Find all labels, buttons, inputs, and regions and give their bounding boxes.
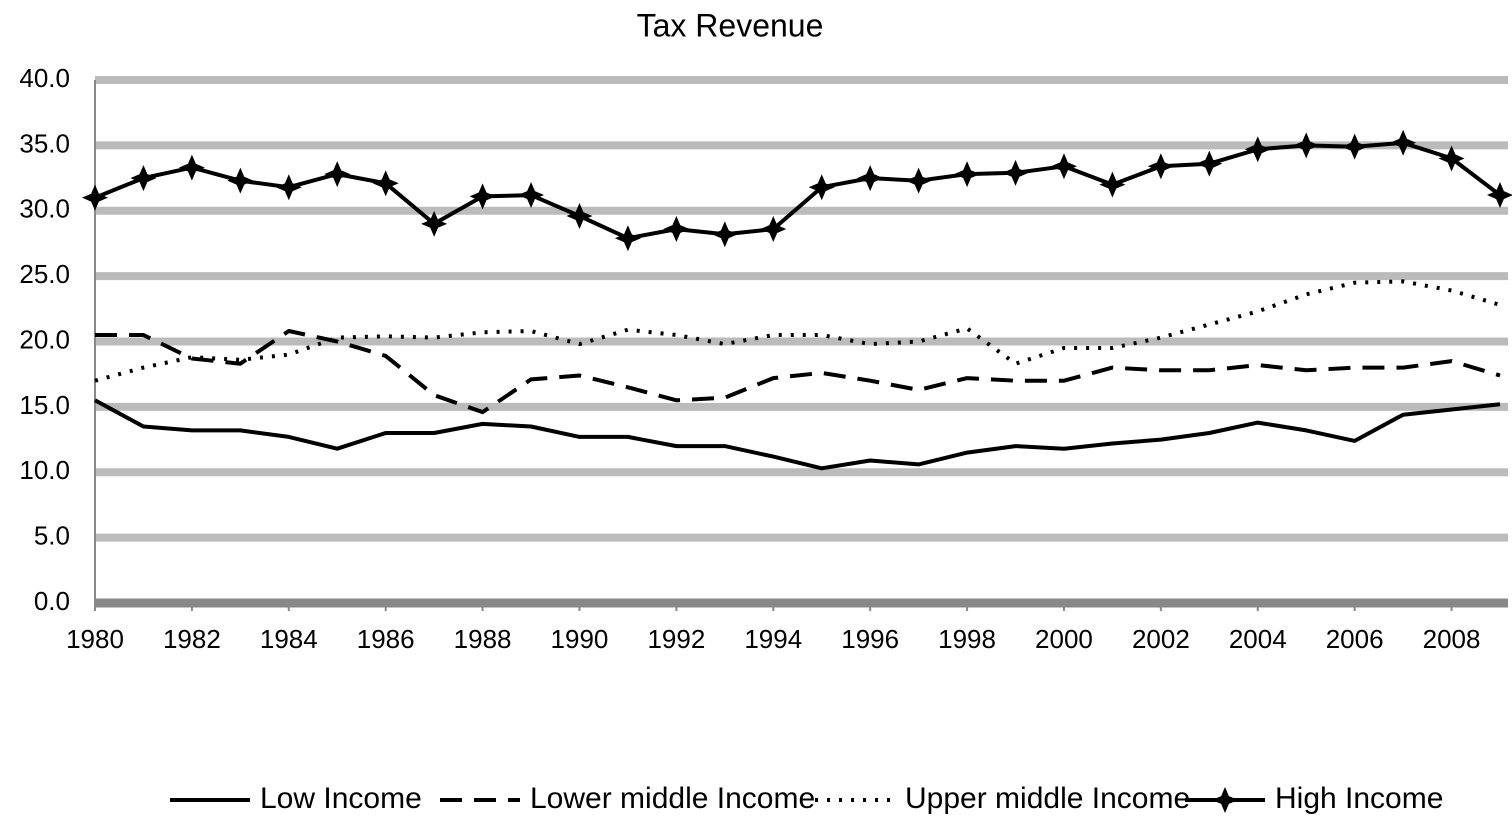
x-tick-label: 1998 [938, 624, 996, 654]
y-tick-label: 25.0 [19, 259, 70, 289]
marker [954, 161, 981, 188]
x-tick-label: 1984 [260, 624, 318, 654]
y-tick-label: 5.0 [34, 521, 70, 551]
x-tick-label: 2004 [1229, 624, 1287, 654]
y-tick-label: 35.0 [19, 128, 70, 158]
x-tick-label: 1990 [551, 624, 609, 654]
marker [1293, 132, 1320, 159]
series-line [94, 279, 1501, 383]
x-tick-label: 2008 [1423, 624, 1481, 654]
marker [663, 216, 690, 243]
marker [227, 167, 254, 194]
chart-title: Tax Revenue [637, 7, 824, 43]
x-tick-label: 2002 [1132, 624, 1190, 654]
x-tick-label: 1980 [66, 624, 124, 654]
x-tick-label: 2006 [1326, 624, 1384, 654]
series-line [94, 140, 1502, 241]
legend-label: Upper middle Income [905, 782, 1190, 815]
marker [82, 184, 108, 211]
marker [808, 174, 835, 201]
y-tick-label: 0.0 [34, 586, 70, 616]
x-tick-label: 1986 [357, 624, 415, 654]
marker [1487, 182, 1512, 209]
marker [711, 221, 738, 248]
y-tick-label: 30.0 [19, 194, 70, 224]
x-tick-label: 2000 [1035, 624, 1093, 654]
marker [518, 182, 545, 209]
legend-label: Low Income [260, 782, 422, 815]
y-tick-label: 15.0 [19, 390, 70, 420]
marker [1341, 133, 1368, 160]
marker [566, 202, 593, 229]
marker [905, 167, 932, 194]
y-tick-label: 20.0 [19, 324, 70, 354]
marker [324, 161, 351, 188]
legend-label: Lower middle Income [530, 782, 815, 815]
marker [760, 216, 787, 243]
marker [130, 165, 157, 192]
marker [469, 183, 496, 210]
x-tick-label: 1994 [744, 624, 802, 654]
marker [857, 165, 884, 192]
marker [1099, 171, 1126, 198]
y-tick-label: 40.0 [19, 63, 70, 93]
series-line [94, 398, 1501, 471]
marker [1390, 129, 1417, 156]
marker [275, 174, 302, 201]
marker [1438, 145, 1465, 172]
x-tick-label: 1992 [647, 624, 705, 654]
marker [178, 154, 205, 181]
legend-marker [1212, 787, 1238, 813]
legend-label: High Income [1275, 782, 1443, 815]
x-tick-label: 1996 [841, 624, 899, 654]
marker [421, 210, 448, 237]
x-tick-label: 1988 [454, 624, 512, 654]
series-line [95, 329, 1501, 415]
marker [1002, 159, 1029, 186]
marker [1050, 153, 1077, 180]
x-tick-label: 1982 [163, 624, 221, 654]
marker [372, 170, 399, 197]
marker [1196, 150, 1223, 177]
marker [614, 225, 641, 252]
y-tick-label: 10.0 [19, 455, 70, 485]
marker [1147, 153, 1174, 180]
marker [1244, 136, 1271, 163]
